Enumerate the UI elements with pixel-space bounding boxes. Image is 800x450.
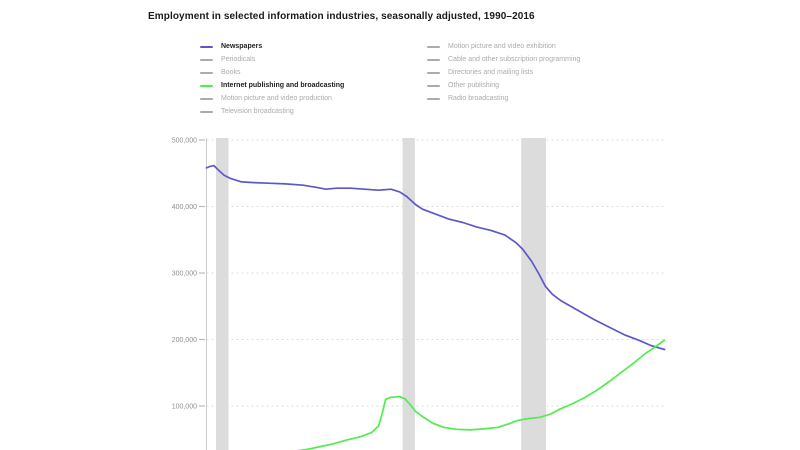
television-broadcasting-line-swatch-icon	[200, 110, 213, 113]
legend-item-newspapers[interactable]: Newspapers	[200, 40, 344, 53]
chart-title: Employment in selected information indus…	[148, 11, 535, 22]
legend-label-other-publishing: Other publishing	[448, 81, 499, 89]
y-axis-label-400000: 400,000	[172, 204, 197, 211]
y-axis-label-100000: 100,000	[172, 404, 197, 411]
directories-and-mailing-lists-line-swatch-icon	[427, 71, 440, 74]
legend-column-2: Motion picture and video exhibition Cable…	[427, 40, 580, 105]
cable-and-other-subscription-programming-line-swatch-icon	[427, 58, 440, 61]
y-axis-label-300000: 300,000	[172, 271, 197, 278]
motion-picture-and-video-production-line-swatch-icon	[200, 97, 213, 100]
newspapers-series-line	[205, 164, 666, 351]
books-line-swatch-icon	[200, 71, 213, 74]
legend-item-directories-and-mailing-lists[interactable]: Directories and mailing lists	[427, 66, 580, 79]
legend-label-periodicals: Periodicals	[221, 55, 256, 63]
legend-item-periodicals[interactable]: Periodicals	[200, 53, 344, 66]
legend-item-books[interactable]: Books	[200, 66, 344, 79]
legend-label-internet-publishing-and-broadcasting: Internet publishing and broadcasting	[221, 81, 345, 89]
legend-label-newspapers: Newspapers	[221, 42, 263, 50]
internet-publishing-and-broadcasting-series-line	[296, 339, 666, 450]
legend-label-motion-picture-and-video-exhibition: Motion picture and video exhibition	[448, 42, 556, 50]
legend-item-motion-picture-and-video-exhibition[interactable]: Motion picture and video exhibition	[427, 40, 580, 53]
legend-label-motion-picture-and-video-production: Motion picture and video production	[221, 94, 332, 102]
radio-broadcasting-line-swatch-icon	[427, 97, 440, 100]
y-axis-label-200000: 200,000	[172, 337, 197, 344]
legend-item-radio-broadcasting[interactable]: Radio broadcasting	[427, 92, 580, 105]
legend-item-television-broadcasting[interactable]: Television broadcasting	[200, 105, 344, 118]
legend-label-books: Books	[221, 68, 241, 76]
legend-item-internet-publishing-and-broadcasting[interactable]: Internet publishing and broadcasting	[200, 79, 344, 92]
legend-item-cable-and-other-subscription-programming[interactable]: Cable and other subscription programming	[427, 53, 580, 66]
newspapers-line-swatch-icon	[200, 45, 213, 48]
legend-label-directories-and-mailing-lists: Directories and mailing lists	[448, 68, 534, 76]
y-axis-label-500000: 500,000	[172, 138, 197, 145]
other-publishing-line-swatch-icon	[427, 84, 440, 87]
recession-band-2	[402, 138, 415, 450]
legend-label-television-broadcasting: Television broadcasting	[221, 107, 294, 115]
motion-picture-and-video-exhibition-line-swatch-icon	[427, 45, 440, 48]
periodicals-line-swatch-icon	[200, 58, 213, 61]
recession-band-1	[216, 138, 229, 450]
internet-publishing-and-broadcasting-line-swatch-icon	[200, 84, 213, 87]
recession-band-3	[521, 138, 546, 450]
legend-column-1: Newspapers Periodicals Books Internet publi…	[200, 40, 344, 118]
legend-label-cable-and-other-subscription-programming: Cable and other subscription programming	[448, 55, 581, 63]
legend-item-other-publishing[interactable]: Other publishing	[427, 79, 580, 92]
legend-label-radio-broadcasting: Radio broadcasting	[448, 94, 509, 102]
legend-item-motion-picture-and-video-production[interactable]: Motion picture and video production	[200, 92, 344, 105]
